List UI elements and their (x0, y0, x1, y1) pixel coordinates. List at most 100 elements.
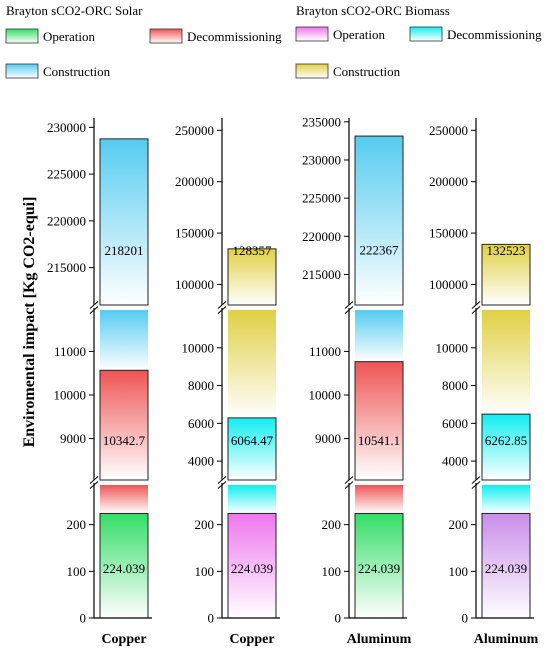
axis-break-mark (217, 481, 227, 489)
axis-break-mark (471, 301, 481, 309)
bar-value-label: 224.039 (231, 561, 273, 576)
axis-break-mark (89, 476, 99, 484)
axis-break-mark (217, 301, 227, 309)
y-tick-label: 235000 (302, 114, 341, 129)
bar-segment-construction (354, 135, 404, 306)
axis-break-mark (344, 301, 354, 309)
y-tick-label: 11000 (54, 344, 86, 359)
y-tick-label: 230000 (302, 152, 341, 167)
y-tick-label: 200 (195, 517, 215, 532)
y-tick-label: 215000 (47, 260, 86, 275)
legend-entry-label: Operation (333, 27, 385, 42)
y-tick-label: 200000 (175, 174, 214, 189)
y-tick-label: 100000 (175, 277, 214, 292)
y-tick-label: 150000 (429, 226, 468, 241)
y-tick-label: 200 (322, 517, 342, 532)
legend: Brayton sCO2-ORC Solar Operation Decommiss… (5, 3, 542, 79)
y-tick-label: 215000 (302, 267, 341, 282)
legend-entry-label: Construction (43, 64, 111, 79)
axis-break-mark (344, 476, 354, 484)
y-tick-label: 4000 (442, 454, 468, 469)
bar-segment-construction (482, 310, 530, 415)
legend-swatch (409, 26, 443, 42)
y-tick-label: 230000 (47, 120, 86, 135)
bar-segment-decommissioning (228, 485, 276, 514)
y-tick-label: 4000 (188, 454, 214, 469)
axis-break-mark (471, 306, 481, 314)
y-tick-label: 9000 (60, 431, 86, 446)
bar-segment-construction (99, 138, 149, 306)
bar-segment-construction (100, 310, 148, 371)
y-tick-label: 220000 (47, 213, 86, 228)
y-tick-label: 250000 (175, 123, 214, 138)
axis-break-mark (89, 481, 99, 489)
bars: 224.039 10342.7 218201 224.039 6064.47 128357… (99, 135, 531, 619)
bar-segment-decommissioning (354, 361, 404, 481)
bar-segment-decommissioning (100, 485, 148, 514)
y-tick-label: 8000 (442, 378, 468, 393)
y-tick-label: 0 (208, 611, 215, 626)
bar-value-label: 224.039 (485, 561, 527, 576)
legend-swatch (295, 26, 329, 42)
bar-segment-decommissioning (355, 485, 403, 514)
y-tick-label: 250000 (429, 123, 468, 138)
y-tick-label: 10000 (436, 340, 469, 355)
y-tick-label: 100000 (429, 277, 468, 292)
legend-swatch (295, 63, 329, 79)
y-tick-label: 9000 (315, 431, 341, 446)
y-tick-label: 220000 (302, 229, 341, 244)
legend-entry-label: Operation (43, 29, 95, 44)
axis-break-mark (471, 481, 481, 489)
axis-break-mark (217, 476, 227, 484)
bar-value-label: 10541.1 (358, 433, 400, 448)
y-tick-label: 6000 (442, 416, 468, 431)
legend-group-title: Brayton sCO2-ORC Biomass (296, 3, 450, 18)
bar-value-label: 132523 (487, 243, 526, 258)
axis-break-mark (344, 306, 354, 314)
y-tick-label: 100 (322, 564, 342, 579)
bar-value-label: 6262.85 (485, 433, 527, 448)
y-tick-label: 200000 (429, 174, 468, 189)
legend-swatch (149, 28, 183, 44)
y-tick-label: 10000 (182, 340, 215, 355)
bar-segment-construction (228, 310, 276, 418)
category-label: Aluminum (474, 632, 539, 647)
category-label: Aluminum (347, 632, 412, 647)
axis-break-mark (217, 306, 227, 314)
axis-break-mark (89, 306, 99, 314)
axis-break-mark (344, 481, 354, 489)
bar-value-label: 6064.47 (231, 433, 274, 448)
bar-segment-decommissioning (99, 369, 149, 481)
legend-swatch (5, 28, 39, 44)
y-tick-label: 100 (449, 564, 469, 579)
legend-group-title: Brayton sCO2-ORC Solar (6, 3, 143, 18)
legend-swatch (5, 63, 39, 79)
y-tick-label: 8000 (188, 378, 214, 393)
bar-segment-decommissioning (482, 485, 530, 514)
y-tick-label: 225000 (47, 167, 86, 182)
bar-segment-construction (481, 243, 531, 306)
bar-segment-construction (355, 310, 403, 362)
y-tick-label: 200 (449, 517, 469, 532)
category-label: Copper (101, 632, 146, 647)
bar-segment-decommissioning (227, 417, 277, 481)
y-tick-label: 200 (67, 517, 87, 532)
legend-entry-label: Construction (333, 64, 401, 79)
y-tick-label: 10000 (54, 388, 87, 403)
y-tick-label: 11000 (309, 344, 341, 359)
y-tick-label: 100 (195, 564, 215, 579)
y-tick-label: 100 (67, 564, 87, 579)
legend-entry-label: Decommissioning (187, 29, 282, 44)
category-label: Copper (229, 632, 274, 647)
bar-segment-decommissioning (481, 413, 531, 481)
bar-value-label: 128357 (233, 243, 273, 258)
axis-break-mark (89, 301, 99, 309)
bar-segment-operation (354, 512, 404, 619)
axes: 0 100 200 9000 10000 11000 215000 220000 225000 2… (47, 114, 539, 647)
y-tick-label: 0 (462, 611, 469, 626)
y-axis-label: Enviromental impact [Kg CO2-equi] (21, 197, 38, 448)
y-tick-label: 6000 (188, 416, 214, 431)
bar-value-label: 222367 (360, 242, 400, 257)
bar-segment-operation (99, 512, 149, 619)
